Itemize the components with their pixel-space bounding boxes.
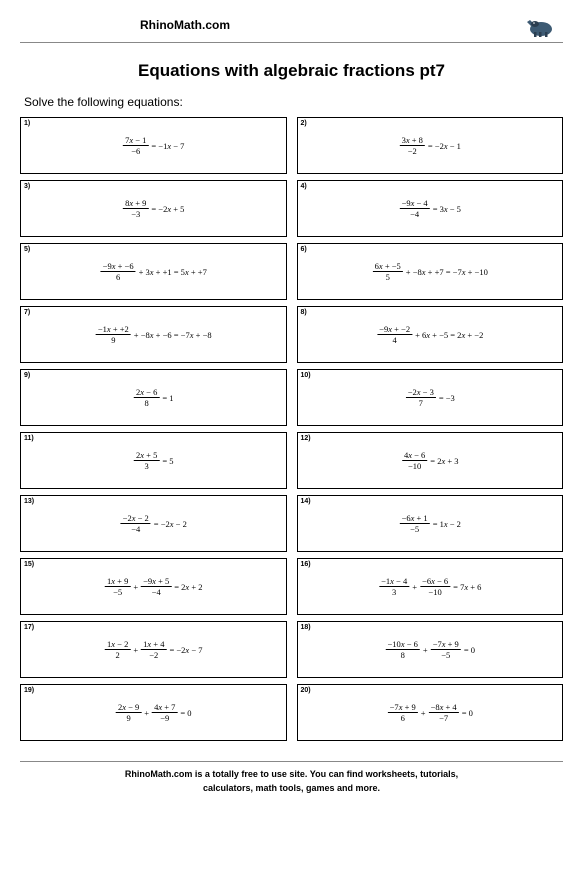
problem-cell: 15) 1x + 9−5 + −9x + 5−4 = 2x + 2 [20,558,287,615]
instruction-text: Solve the following equations: [24,95,563,109]
worksheet-title: Equations with algebraic fractions pt7 [20,61,563,81]
problem-number: 3) [24,183,30,190]
problem-number: 1) [24,120,30,127]
equation: 4x − 6−10 = 2x + 3 [400,451,460,471]
problem-number: 4) [301,183,307,190]
problem-number: 17) [24,624,34,631]
equation: −1x + +29 + −8x + −6 = −7x + −8 [94,325,213,345]
problem-cell: 20) −7x + 96 + −8x + 4−7 = 0 [297,684,564,741]
problem-number: 12) [301,435,311,442]
problem-number: 6) [301,246,307,253]
footer-line-2: calculators, math tools, games and more. [20,782,563,796]
equation: −1x − 43 + −6x − 6−10 = 7x + 6 [377,577,482,597]
equation: 8x + 9−3 = −2x + 5 [121,199,185,219]
problem-cell: 4) −9x − 4−4 = 3x − 5 [297,180,564,237]
problem-number: 16) [301,561,311,568]
equation: 2x + 53 = 5 [132,451,175,471]
problem-number: 14) [301,498,311,505]
problem-number: 11) [24,435,34,442]
problem-cell: 17) 1x − 22 + 1x + 4−2 = −2x − 7 [20,621,287,678]
footer-line-1: RhinoMath.com is a totally free to use s… [20,768,563,782]
problem-cell: 5) −9x + −66 + 3x + +1 = 5x + +7 [20,243,287,300]
problem-cell: 14) −6x + 1−5 = 1x − 2 [297,495,564,552]
rhino-logo-icon [525,12,555,38]
equation: −9x − 4−4 = 3x − 5 [398,199,462,219]
equation: −10x − 68 + −7x + 9−5 = 0 [384,640,476,660]
problem-cell: 6) 6x + −55 + −8x + +7 = −7x + −10 [297,243,564,300]
problem-cell: 11) 2x + 53 = 5 [20,432,287,489]
equation: 7x − 1−6 = −1x − 7 [121,136,185,156]
problem-cell: 2) 3x + 8−2 = −2x − 1 [297,117,564,174]
problem-cell: 16) −1x − 43 + −6x − 6−10 = 7x + 6 [297,558,564,615]
equation: −6x + 1−5 = 1x − 2 [398,514,462,534]
problem-number: 18) [301,624,311,631]
equation: −9x + −66 + 3x + +1 = 5x + +7 [99,262,208,282]
page-header: RhinoMath.com [20,12,563,43]
problem-cell: 10) −2x − 37 = −3 [297,369,564,426]
problem-number: 8) [301,309,307,316]
problem-number: 15) [24,561,34,568]
equation: 6x + −55 + −8x + +7 = −7x + −10 [371,262,489,282]
problem-number: 2) [301,120,307,127]
problem-cell: 12) 4x − 6−10 = 2x + 3 [297,432,564,489]
equation: −2x − 2−4 = −2x − 2 [119,514,188,534]
problem-number: 5) [24,246,30,253]
problem-number: 10) [301,372,311,379]
problem-number: 19) [24,687,34,694]
problem-number: 9) [24,372,30,379]
problem-number: 20) [301,687,311,694]
problem-number: 13) [24,498,34,505]
problem-cell: 9) 2x − 68 = 1 [20,369,287,426]
equation: −9x + −24 + 6x + −5 = 2x + −2 [375,325,484,345]
equation: 2x − 68 = 1 [132,388,175,408]
equation: 3x + 8−2 = −2x − 1 [398,136,462,156]
problem-number: 7) [24,309,30,316]
problem-cell: 8) −9x + −24 + 6x + −5 = 2x + −2 [297,306,564,363]
problem-cell: 19) 2x − 99 + 4x + 7−9 = 0 [20,684,287,741]
problem-cell: 1) 7x − 1−6 = −1x − 7 [20,117,287,174]
equation: 1x − 22 + 1x + 4−2 = −2x − 7 [103,640,204,660]
equation: 2x − 99 + 4x + 7−9 = 0 [114,703,193,723]
site-name: RhinoMath.com [140,18,230,32]
equation: −2x − 37 = −3 [404,388,456,408]
problem-cell: 18) −10x − 68 + −7x + 9−5 = 0 [297,621,564,678]
page-footer: RhinoMath.com is a totally free to use s… [20,761,563,795]
problem-cell: 7) −1x + +29 + −8x + −6 = −7x + −8 [20,306,287,363]
equation: −7x + 96 + −8x + 4−7 = 0 [386,703,474,723]
worksheet-page: RhinoMath.com Equations with algebraic f… [0,0,583,805]
equation: 1x + 9−5 + −9x + 5−4 = 2x + 2 [103,577,204,597]
problem-cell: 3) 8x + 9−3 = −2x + 5 [20,180,287,237]
problem-cell: 13) −2x − 2−4 = −2x − 2 [20,495,287,552]
problem-grid: 1) 7x − 1−6 = −1x − 7 2) 3x + 8−2 = −2x − 1… [20,117,563,741]
